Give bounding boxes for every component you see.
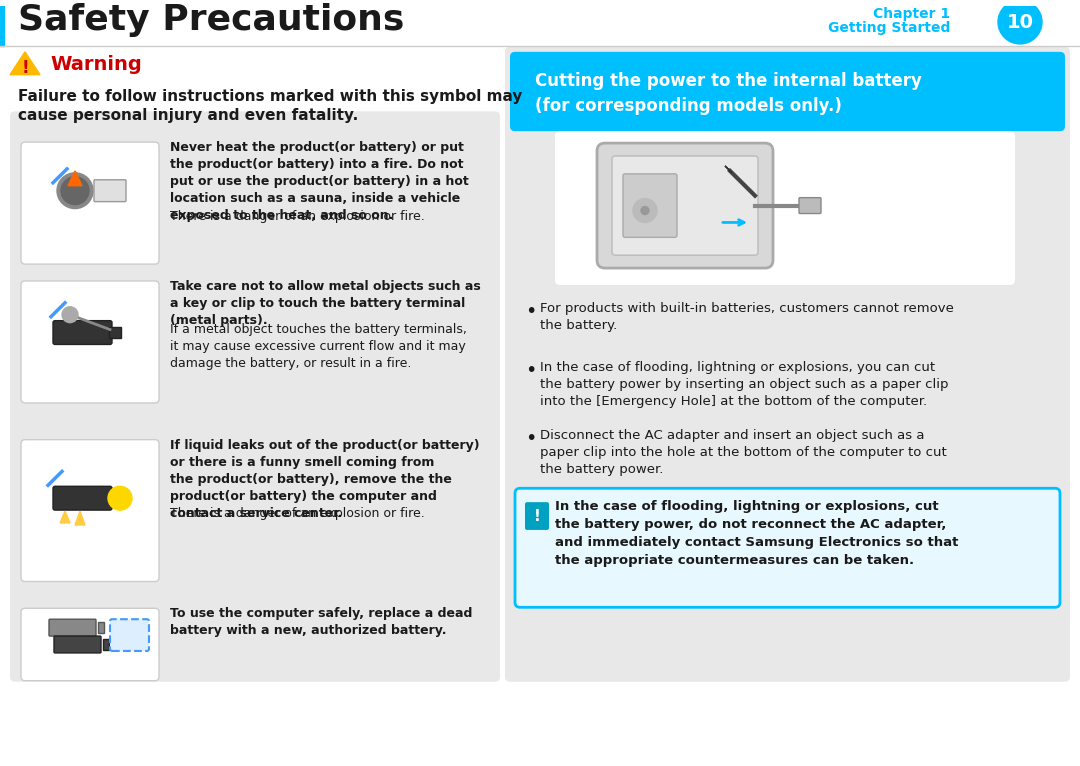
- FancyBboxPatch shape: [597, 143, 773, 268]
- Text: Safety Precautions: Safety Precautions: [18, 3, 404, 37]
- FancyBboxPatch shape: [109, 326, 121, 339]
- Circle shape: [57, 173, 93, 208]
- Text: Chapter 1: Chapter 1: [873, 7, 950, 21]
- FancyBboxPatch shape: [21, 608, 159, 681]
- Text: If a metal object touches the battery terminals,
it may cause excessive current : If a metal object touches the battery te…: [170, 322, 467, 370]
- Circle shape: [60, 177, 89, 205]
- FancyBboxPatch shape: [49, 619, 96, 636]
- FancyBboxPatch shape: [0, 6, 4, 46]
- FancyBboxPatch shape: [21, 440, 159, 581]
- Text: There is a danger of an explosion or fire.: There is a danger of an explosion or fir…: [170, 507, 424, 520]
- FancyBboxPatch shape: [505, 47, 1070, 682]
- Circle shape: [108, 486, 132, 510]
- FancyBboxPatch shape: [623, 174, 677, 237]
- Text: Cutting the power to the internal battery
(for corresponding models only.): Cutting the power to the internal batter…: [535, 72, 922, 115]
- FancyBboxPatch shape: [21, 142, 159, 264]
- FancyBboxPatch shape: [10, 111, 500, 682]
- Polygon shape: [75, 511, 85, 525]
- Polygon shape: [68, 171, 82, 185]
- Text: 10: 10: [1007, 12, 1034, 31]
- FancyBboxPatch shape: [110, 619, 149, 651]
- Text: •: •: [525, 362, 537, 380]
- Text: Getting Started: Getting Started: [827, 21, 950, 35]
- Polygon shape: [60, 511, 70, 523]
- FancyBboxPatch shape: [515, 488, 1059, 607]
- Text: Warning: Warning: [50, 55, 141, 74]
- Polygon shape: [725, 166, 732, 173]
- Text: !: !: [534, 509, 540, 523]
- Text: To use the computer safely, replace a dead
battery with a new, authorized batter: To use the computer safely, replace a de…: [170, 607, 472, 637]
- FancyBboxPatch shape: [53, 486, 112, 510]
- Text: Never heat the product(or battery) or put
the product(or battery) into a fire. D: Never heat the product(or battery) or pu…: [170, 141, 469, 222]
- Circle shape: [62, 306, 78, 322]
- Text: •: •: [525, 429, 537, 448]
- Circle shape: [998, 0, 1042, 44]
- Text: Disconnect the AC adapter and insert an object such as a
paper clip into the hol: Disconnect the AC adapter and insert an …: [540, 429, 947, 476]
- Text: If liquid leaks out of the product(or battery)
or there is a funny smell coming : If liquid leaks out of the product(or ba…: [170, 439, 480, 519]
- FancyBboxPatch shape: [94, 180, 126, 201]
- FancyBboxPatch shape: [54, 636, 102, 653]
- FancyBboxPatch shape: [98, 622, 104, 633]
- Circle shape: [642, 207, 649, 214]
- Text: In the case of flooding, lightning or explosions, you can cut
the battery power : In the case of flooding, lightning or ex…: [540, 362, 948, 408]
- FancyBboxPatch shape: [103, 639, 109, 650]
- FancyBboxPatch shape: [612, 156, 758, 255]
- Text: For products with built-in batteries, customers cannot remove
the battery.: For products with built-in batteries, cu…: [540, 302, 954, 332]
- Text: In the case of flooding, lightning or explosions, cut
the battery power, do not : In the case of flooding, lightning or ex…: [555, 500, 958, 567]
- Text: Failure to follow instructions marked with this symbol may
cause personal injury: Failure to follow instructions marked wi…: [18, 89, 523, 123]
- FancyBboxPatch shape: [525, 502, 549, 530]
- FancyBboxPatch shape: [555, 131, 1015, 285]
- Text: •: •: [525, 302, 537, 321]
- FancyBboxPatch shape: [510, 52, 1065, 131]
- Text: There is a danger of an explosion or fire.: There is a danger of an explosion or fir…: [170, 210, 424, 223]
- Text: Take care not to allow metal objects such as
a key or clip to touch the battery : Take care not to allow metal objects suc…: [170, 280, 481, 327]
- FancyBboxPatch shape: [21, 281, 159, 403]
- Text: !: !: [22, 59, 29, 77]
- FancyBboxPatch shape: [53, 321, 112, 345]
- Circle shape: [633, 198, 657, 222]
- FancyBboxPatch shape: [799, 198, 821, 214]
- Polygon shape: [10, 52, 40, 74]
